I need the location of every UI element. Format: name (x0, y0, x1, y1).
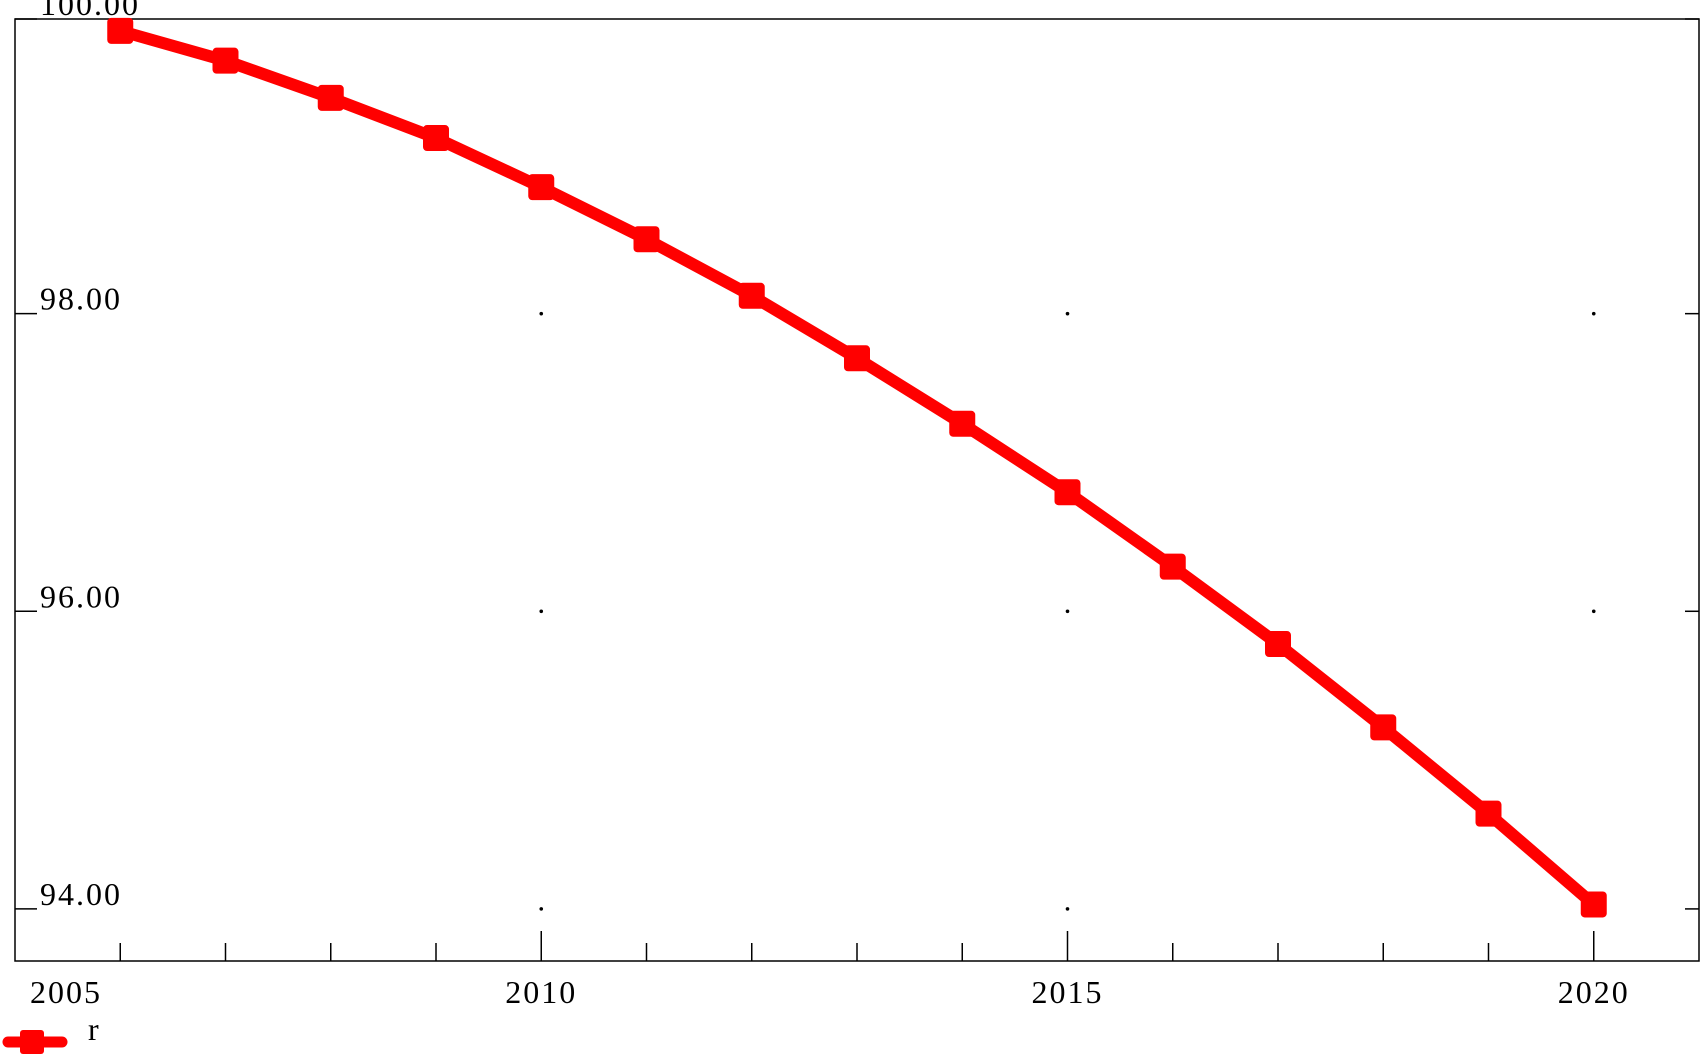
grid-dot (1065, 311, 1070, 316)
tick-labels: 2005 2010 2015 2020 94.00 96.00 98.00 100.00 (30, 0, 1630, 1010)
grid-dot (1065, 609, 1070, 614)
data-point (738, 282, 765, 309)
data-point (423, 125, 449, 152)
data-point (317, 84, 344, 111)
legend-swatch-marker (20, 1030, 44, 1054)
grid-dot (1065, 907, 1070, 911)
y-tick-label: 100.00 (40, 0, 140, 22)
data-point (1475, 800, 1502, 827)
grid-dots (539, 311, 1596, 911)
x-tick-label: 2020 (1558, 974, 1630, 1010)
data-point (844, 345, 870, 372)
data-point (212, 47, 239, 74)
x-tick-label: 2005 (30, 974, 102, 1010)
grid-dot (1591, 609, 1596, 614)
data-point (1370, 714, 1397, 741)
x-tick-label: 2015 (1032, 974, 1104, 1010)
legend-label: r (88, 1011, 99, 1047)
data-point (107, 17, 134, 44)
data-point (1580, 891, 1607, 918)
data-point (633, 226, 660, 253)
y-tick-label: 96.00 (40, 578, 122, 614)
x-tick-label: 2010 (505, 974, 577, 1010)
data-point (528, 174, 555, 201)
y-tick-label: 98.00 (40, 281, 122, 317)
series-lines (107, 17, 1607, 918)
data-point (949, 410, 976, 437)
data-point (1265, 631, 1291, 658)
series-line (114, 24, 1600, 911)
grid-dot (539, 907, 544, 911)
grid-dot (1591, 311, 1596, 316)
y-tick-label: 94.00 (40, 876, 122, 912)
plot-frame (14, 18, 1700, 962)
legend: r (2, 1011, 99, 1054)
data-point (1054, 479, 1081, 506)
grid-dot (539, 311, 544, 316)
grid-dot (539, 609, 544, 614)
axis-ticks (15, 18, 1699, 961)
data-point (1159, 553, 1186, 580)
